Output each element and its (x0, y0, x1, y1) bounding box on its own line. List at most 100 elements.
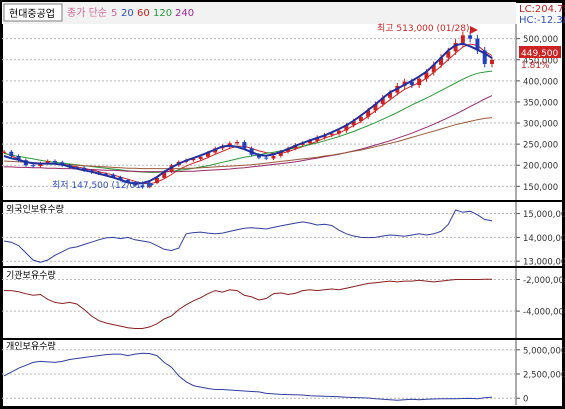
low-annotation: 최저 147,500 (12/01) (52, 180, 144, 191)
candle-body (482, 50, 487, 64)
ma-line-5 (3, 42, 493, 185)
individual-tick-label: 2,500,000 (523, 371, 565, 381)
candle-body (344, 125, 349, 131)
current-price-tag (519, 46, 561, 58)
candle-body (118, 177, 123, 181)
hc-readout: HC:-12.38 (519, 15, 565, 26)
candle-body (191, 158, 196, 161)
foreign-holdings-line (3, 209, 493, 263)
high-annotation: 최고 513,000 (01/28) (377, 23, 469, 34)
candle-body (286, 148, 291, 152)
change-percent: 1.81% (521, 61, 550, 71)
candle-body (103, 173, 108, 175)
candle-body (125, 180, 130, 183)
price-tick-label: 450,000 (523, 56, 558, 66)
candle-body (453, 42, 458, 52)
candle-body (439, 57, 444, 65)
candle-body (351, 120, 356, 126)
price-tick-label: 300,000 (523, 120, 558, 130)
candle-body (446, 51, 451, 58)
candle-body (52, 161, 57, 163)
foreign-tick-label: 13,000,000 (523, 258, 565, 268)
candle-body (315, 137, 320, 141)
candle-body (460, 35, 465, 43)
institution-tick-label: -2,000,000 (523, 276, 565, 286)
candle-body (490, 59, 494, 64)
ma-line-240 (3, 117, 493, 170)
price-axis: 500,000 450,000 400,000 350,000 300,000 250,0… (516, 35, 558, 193)
candle-body (162, 171, 167, 178)
institution-tick-label: -4,000,000 (523, 308, 565, 318)
candle-body (16, 155, 21, 161)
candle-body (380, 97, 385, 105)
candle-body (431, 64, 436, 73)
candle-body (140, 185, 145, 188)
foreign-tick-label: 14,000,000 (523, 234, 565, 244)
candle-body (366, 110, 371, 117)
panel-title-foreign: 외국인보유수량 (6, 203, 64, 215)
lc-readout: LC:204.75 (519, 4, 565, 15)
candle-body (417, 78, 422, 86)
ma-period-20: 20 (121, 8, 134, 19)
candle-body (82, 167, 87, 171)
individual-axis: 5,000,000 2,500,000 0 (516, 346, 565, 405)
candle-body (307, 140, 312, 144)
candle-body (373, 104, 378, 111)
header-bar (2, 2, 516, 24)
foreign-axis: 15,000,000 14,000,000 13,000,000 (516, 210, 565, 268)
high-marker-icon (470, 26, 478, 34)
individual-tick-label: 0 (523, 395, 528, 405)
candle-body (198, 156, 203, 159)
institution-gridlines (2, 278, 516, 312)
panel-title-institution: 기관보유수량 (6, 269, 56, 281)
candle-body (424, 72, 429, 79)
ma-period-240: 240 (175, 8, 194, 19)
candle-body (256, 154, 261, 158)
ma-period-120: 120 (153, 8, 172, 19)
foreign-tick-label: 15,000,000 (523, 210, 565, 220)
candle-body (337, 130, 342, 134)
institution-axis: -2,000,000 -4,000,000 (516, 276, 565, 318)
ma-label: 종가 단순 (67, 7, 107, 19)
candle-body (2, 151, 6, 153)
ma-period-60: 60 (137, 8, 150, 19)
institution-holdings-line (4, 278, 493, 329)
individual-tick-label: 5,000,000 (523, 346, 565, 356)
candlestick-series (2, 31, 494, 189)
candle-body (329, 133, 334, 135)
price-tick-label: 500,000 (523, 35, 558, 45)
individual-holdings-line (3, 352, 493, 401)
candle-body (45, 161, 50, 164)
candle-body (9, 151, 14, 156)
candle-body (278, 151, 283, 156)
price-tick-label: 250,000 (523, 141, 558, 151)
current-price-value: 449,500 (521, 49, 558, 59)
price-tick-label: 400,000 (523, 77, 558, 87)
candle-body (358, 116, 363, 121)
stock-name-box[interactable] (3, 3, 63, 22)
candle-body (235, 142, 240, 144)
candle-body (31, 165, 36, 167)
candle-body (111, 174, 116, 178)
panel-title-individual: 개인보유수량 (6, 340, 56, 352)
candle-body (242, 142, 247, 149)
candle-body (468, 35, 473, 39)
candle-body (300, 143, 305, 145)
candle-body (475, 38, 480, 51)
candle-body (409, 81, 414, 86)
candle-body (264, 157, 269, 159)
low-marker-icon (147, 181, 154, 188)
price-gridlines (2, 38, 516, 187)
price-tick-label: 200,000 (523, 162, 558, 172)
candle-body (38, 163, 43, 167)
ma-period-5: 5 (111, 8, 117, 19)
candle-body (271, 155, 276, 159)
foreign-gridlines (2, 213, 516, 262)
stock-name: 현대중공업 (9, 7, 55, 20)
candle-body (205, 152, 210, 157)
candle-body (388, 92, 393, 98)
individual-gridlines (2, 349, 516, 399)
